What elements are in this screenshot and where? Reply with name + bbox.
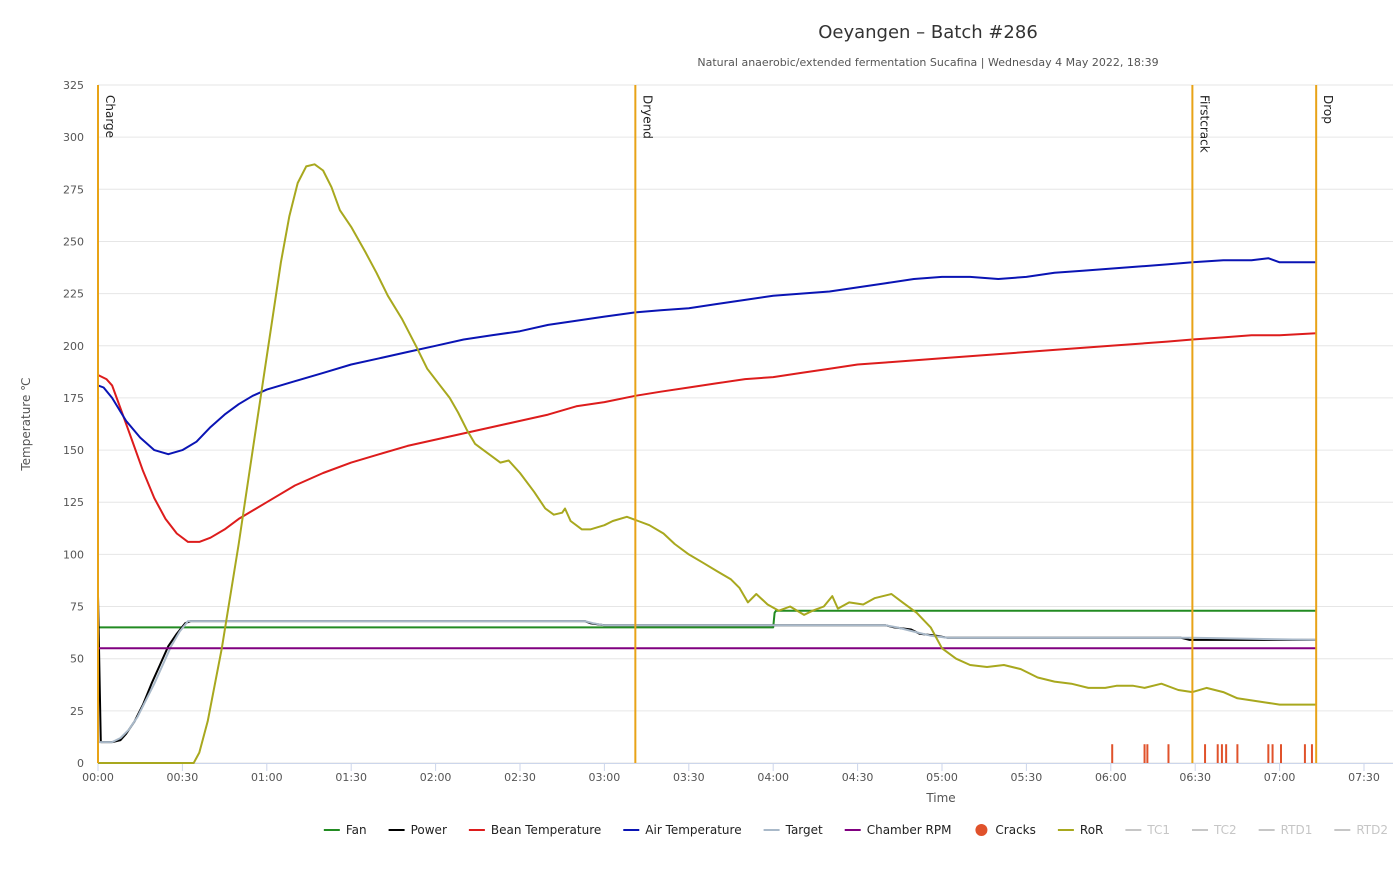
x-tick-label: 03:00	[589, 771, 621, 784]
y-tick-label: 125	[63, 496, 84, 509]
legend-item-fan[interactable]: Fan	[323, 823, 367, 837]
y-tick-label: 175	[63, 392, 84, 405]
x-tick-label: 05:30	[1011, 771, 1043, 784]
grid	[98, 84, 1393, 764]
x-tick-label: 06:00	[1095, 771, 1127, 784]
x-tick-label: 00:30	[167, 771, 199, 784]
event-label-dryend: Dryend	[640, 95, 654, 139]
legend-label: Bean Temperature	[491, 823, 601, 837]
legend-item-chamber-rpm[interactable]: Chamber RPM	[844, 823, 952, 837]
x-tick-label: 04:30	[842, 771, 874, 784]
y-tick-label: 75	[70, 601, 84, 614]
legend-label: Chamber RPM	[867, 823, 952, 837]
legend-item-cracks[interactable]: Cracks	[975, 823, 1036, 837]
y-axis-title: Temperature ℃	[19, 377, 33, 471]
x-axis-title: Time	[925, 791, 955, 805]
series-line-fan	[98, 609, 1317, 629]
legend-label: Target	[785, 823, 823, 837]
x-tick-label: 00:00	[82, 771, 114, 784]
x-tick-label: 07:00	[1264, 771, 1296, 784]
series-line-power	[97, 596, 1317, 744]
legend-symbol	[975, 824, 988, 836]
y-tick-label: 50	[70, 653, 84, 666]
series-line-target	[98, 620, 1317, 744]
y-tick-label: 300	[63, 131, 84, 144]
event-label-charge: Charge	[103, 95, 117, 138]
x-tick-label: 06:30	[1179, 771, 1211, 784]
series-layer	[97, 163, 1317, 764]
event-label-firstcrack: Firstcrack	[1197, 95, 1211, 153]
event-markers: Charge Dryend Firstcrack Drop	[97, 85, 1335, 763]
legend-item-bean-temperature[interactable]: Bean Temperature	[468, 823, 601, 837]
legend-item-rtd1[interactable]: RTD1	[1258, 823, 1313, 837]
legend-item-rtd2[interactable]: RTD2	[1334, 823, 1388, 837]
y-tick-label: 25	[70, 705, 84, 718]
legend-label: Power	[411, 823, 447, 837]
y-tick-label: 275	[63, 183, 84, 196]
series-line-bean-temperature	[97, 332, 1317, 543]
y-tick-label: 100	[63, 548, 84, 561]
x-tick-label: 02:30	[504, 771, 536, 784]
x-tick-label: 01:00	[251, 771, 283, 784]
legend-item-air-temperature[interactable]: Air Temperature	[623, 823, 742, 837]
legend-item-ror[interactable]: RoR	[1057, 823, 1103, 837]
series-line-air-temperature	[97, 257, 1317, 456]
legend-label: RTD2	[1356, 823, 1388, 837]
legend-item-tc1[interactable]: TC1	[1125, 823, 1170, 837]
legend-label: TC1	[1146, 823, 1170, 837]
legend-label: Air Temperature	[645, 823, 741, 837]
x-axis-ticks: 00:00 00:30 01:00 01:30 02:00 02:30 03:00 03:30…	[82, 763, 1380, 784]
legend-item-target[interactable]: Target	[763, 823, 823, 837]
chart-subtitle: Natural anaerobic/extended fermentation …	[697, 56, 1158, 69]
y-tick-label: 200	[63, 340, 84, 353]
legend-item-power[interactable]: Power	[388, 823, 447, 837]
legend-item-tc2[interactable]: TC2	[1192, 823, 1237, 837]
y-axis-ticks: 0 25 50 75 100 125 150 175 200 225 250 275 300 325	[63, 79, 84, 770]
legend-label: Fan	[346, 823, 367, 837]
y-tick-label: 250	[63, 235, 84, 248]
series-line-ror	[98, 163, 1317, 764]
x-tick-label: 07:30	[1348, 771, 1380, 784]
event-label-drop: Drop	[1321, 95, 1335, 124]
legend: Fan Power Bean Temperature Air Temperature T…	[323, 823, 1388, 837]
x-tick-label: 04:00	[757, 771, 789, 784]
chart-title: Oeyangen – Batch #286	[818, 22, 1038, 43]
legend-label: Cracks	[995, 823, 1035, 837]
legend-label: RTD1	[1281, 823, 1313, 837]
x-tick-label: 05:00	[926, 771, 958, 784]
y-tick-label: 325	[63, 79, 84, 92]
legend-label: TC2	[1213, 823, 1237, 837]
y-tick-label: 225	[63, 288, 84, 301]
x-tick-label: 03:30	[673, 771, 705, 784]
x-tick-label: 02:00	[420, 771, 452, 784]
y-tick-label: 0	[77, 757, 84, 770]
y-tick-label: 150	[63, 444, 84, 457]
x-tick-label: 01:30	[335, 771, 367, 784]
legend-label: RoR	[1080, 823, 1103, 837]
